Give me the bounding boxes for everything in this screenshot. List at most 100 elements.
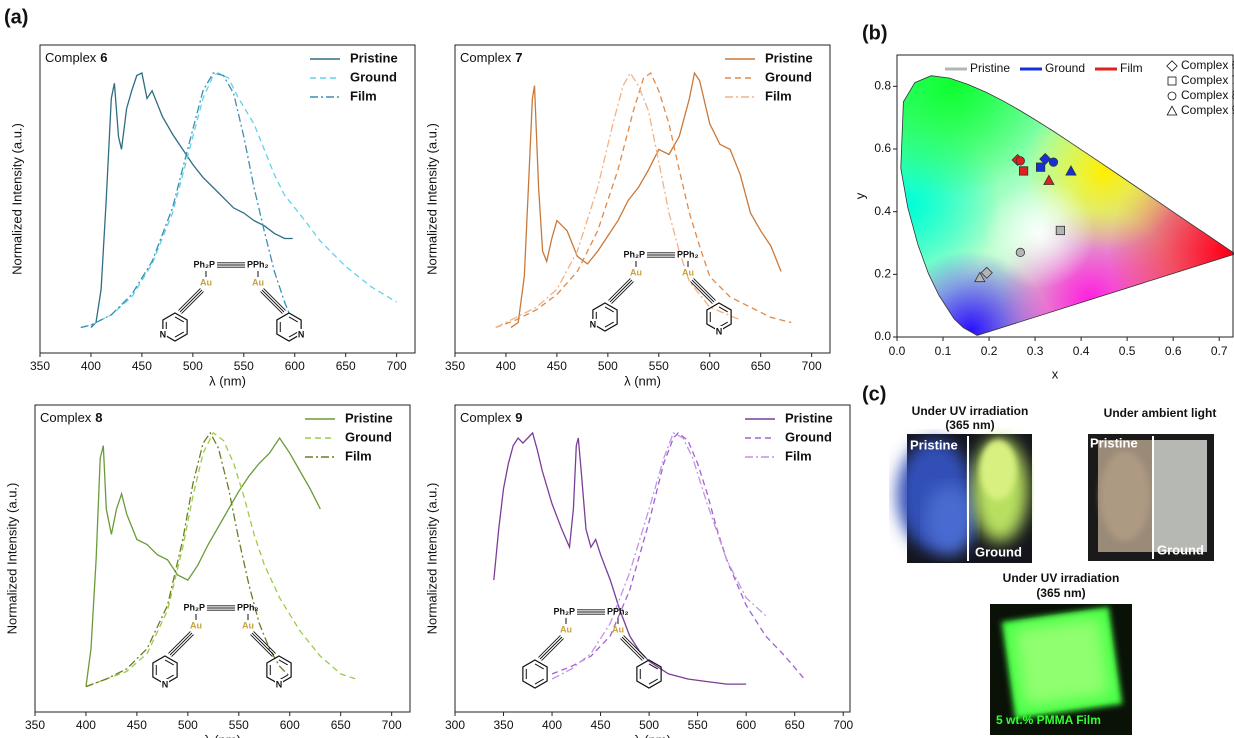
- chart-title: Complex 6: [45, 50, 108, 65]
- bond: [169, 632, 193, 656]
- series-line: [90, 72, 293, 328]
- legend-label: Film: [1120, 61, 1143, 75]
- chart-title: Complex 9: [460, 410, 523, 425]
- gamut-blob: [1108, 132, 1234, 336]
- atom-label: N: [160, 329, 167, 339]
- label-bg: [297, 329, 306, 339]
- x-tick-label: 550: [229, 718, 249, 732]
- y-tick-label: 0.4: [874, 204, 891, 218]
- bond: [609, 279, 633, 303]
- bond: [261, 289, 285, 313]
- series-line: [551, 431, 767, 680]
- metal-label: Au: [560, 624, 572, 634]
- y-tick-label: 0.0: [874, 329, 891, 343]
- ring-bond: [174, 316, 184, 323]
- bond: [690, 281, 713, 304]
- atom-label: N: [162, 679, 169, 689]
- bond: [621, 636, 645, 660]
- legend-label: Film: [765, 88, 792, 103]
- ring: [522, 659, 548, 689]
- y-axis-label: y: [852, 192, 867, 199]
- x-tick-label: 0.2: [981, 344, 998, 358]
- plot-frame: [454, 44, 831, 354]
- legend-label: Ground: [765, 69, 812, 84]
- x-tick-label: 500: [183, 359, 203, 373]
- bond: [171, 634, 194, 657]
- x-tick-label: 550: [649, 359, 669, 373]
- legend-label: Complex 9: [1181, 103, 1234, 117]
- atom-label: N: [590, 319, 597, 329]
- x-tick-label: 350: [494, 718, 514, 732]
- metal-label: Au: [682, 267, 694, 277]
- structure-label: Ph₂P: [193, 259, 215, 269]
- x-tick-label: 450: [591, 718, 611, 732]
- x-axis-label: λ (nm): [634, 732, 671, 738]
- x-tick-label: 700: [833, 718, 853, 732]
- gamut-blob: [900, 75, 1063, 197]
- title-text: Complex: [45, 50, 97, 65]
- bond: [623, 635, 646, 658]
- metal-label: Au: [200, 277, 212, 287]
- ring-bond: [174, 331, 184, 338]
- series-line: [495, 71, 741, 329]
- bond: [541, 638, 564, 661]
- bond: [263, 288, 286, 311]
- x-tick-label: 350: [25, 718, 45, 732]
- x-tick-label: 500: [178, 718, 198, 732]
- marker: [1055, 225, 1065, 236]
- x-axis-label: λ (nm): [209, 373, 246, 388]
- panel-label: (a): [4, 6, 28, 28]
- x-tick-label: 650: [785, 718, 805, 732]
- y-axis-label: Normalized Intensity (a.u.): [424, 483, 439, 635]
- x-tick-label: 650: [331, 718, 351, 732]
- structure-label: Ph₂P: [183, 602, 205, 612]
- series-line: [85, 431, 291, 688]
- label-bg: [158, 329, 167, 339]
- ring: [592, 302, 618, 332]
- x-axis-label: λ (nm): [624, 373, 661, 388]
- plot-frame: [34, 404, 411, 713]
- series-line: [85, 436, 321, 687]
- legend-label: Pristine: [765, 50, 813, 65]
- atom-label: N: [276, 679, 283, 689]
- marker: [1167, 76, 1177, 86]
- structure-label: PPh₂: [247, 259, 269, 269]
- series-line: [85, 431, 357, 688]
- ring-bond: [604, 321, 614, 328]
- bond: [608, 278, 631, 301]
- x-tick-label: 700: [382, 718, 402, 732]
- bond: [691, 279, 715, 303]
- plot-frame: [39, 44, 416, 354]
- title-text: Complex: [460, 50, 512, 65]
- ring: [276, 312, 302, 342]
- legend-label: Film: [350, 88, 377, 103]
- metal-label: Au: [630, 267, 642, 277]
- marker: [1065, 165, 1077, 176]
- legend-label: Film: [785, 448, 812, 463]
- ring-bond: [648, 663, 658, 670]
- bond: [539, 636, 563, 660]
- photo-caption: (365 nm): [945, 418, 994, 432]
- structure-label: PPh₂: [237, 602, 259, 612]
- gamut-blob: [984, 178, 1095, 289]
- ring-bond: [288, 316, 298, 323]
- x-tick-label: 400: [81, 359, 101, 373]
- metal-label: Au: [190, 620, 202, 630]
- legend-label: Ground: [785, 429, 832, 444]
- x-tick-label: 400: [76, 718, 96, 732]
- legend-label: Complex 6: [1181, 58, 1234, 72]
- bond: [538, 635, 561, 658]
- chart-title: Complex 8: [40, 410, 103, 425]
- marker: [1166, 105, 1178, 116]
- marker: [1015, 156, 1025, 166]
- chart-title: Complex 7: [460, 50, 523, 65]
- x-tick-label: 500: [639, 718, 659, 732]
- atom-label: N: [298, 329, 305, 339]
- label-bg: [715, 326, 723, 336]
- spectral-locus: [900, 75, 1234, 336]
- label-bg: [275, 679, 283, 689]
- bond: [178, 288, 201, 311]
- x-tick-label: 0.3: [1027, 344, 1044, 358]
- x-tick-label: 650: [336, 359, 356, 373]
- photo-caption: Under ambient light: [1104, 406, 1217, 420]
